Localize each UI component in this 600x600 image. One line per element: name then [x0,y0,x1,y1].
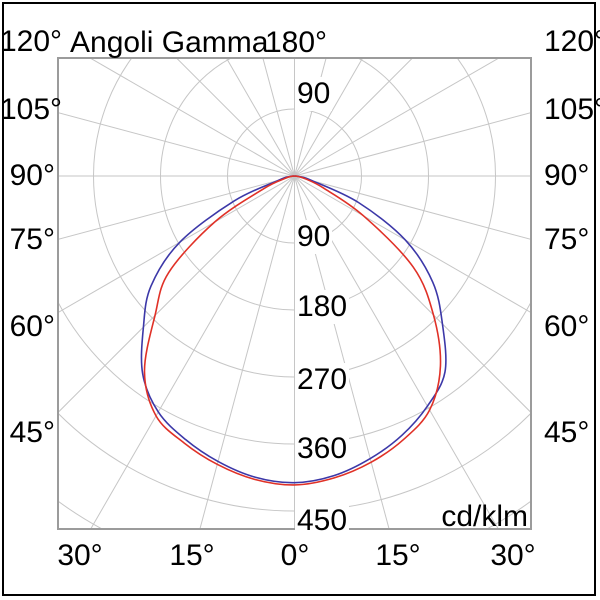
grid-ray [90,175,295,529]
grid-ray [294,175,531,314]
grid-ray [294,112,531,177]
angle-label-right-45: 45° [544,416,590,449]
angle-label-left-90: 90° [9,159,55,192]
grid-ray [262,58,295,177]
grid-ray [294,58,364,177]
grid-ray [294,58,414,177]
curve-red [143,175,442,486]
angle-label-right-60: 60° [544,310,590,343]
radial-label-180: 180 [295,290,350,324]
grid-ray [199,175,295,529]
unit-label: cd/klm [441,500,528,533]
angle-label-right-90: 90° [544,159,590,192]
angle-label-bottom-15L: 15° [169,539,215,572]
angle-label-left-120: 120° [0,25,63,58]
angle-label-left-45: 45° [9,416,55,449]
grid-ray [294,58,500,177]
grid-ray [294,175,531,414]
grid-ray [89,58,295,177]
grid-ray [58,175,295,414]
angle-label-top-180: 180° [264,26,328,59]
angle-label-bottom-30R: 30° [490,539,536,572]
radial-label-270: 270 [295,363,350,397]
angle-label-left-105: 105° [0,93,63,126]
grid-ray [175,58,295,177]
angle-label-right-120: 120° [544,25,600,58]
radial-label-90: 90 [295,220,333,254]
radial-label-90-upper: 90 [295,77,333,111]
angle-label-bottom-15R: 15° [375,539,421,572]
curve-blue [140,175,447,484]
angle-label-bottom-30L: 30° [57,539,103,572]
grid-ray [294,175,531,240]
angle-label-left-60: 60° [9,310,55,343]
angle-label-left-75: 75° [9,223,55,256]
grid-ray [58,112,295,177]
angle-label-bottom-0: 0° [280,539,310,572]
grid-ray [58,175,295,314]
angle-label-right-75: 75° [544,223,590,256]
grid-ray [225,58,295,177]
grid-ray [58,175,295,240]
page-title: Angoli Gamma [70,26,269,59]
angle-label-right-105: 105° [544,93,600,126]
radial-label-450: 450 [295,504,350,538]
plot-border [57,57,532,530]
radial-label-360: 360 [295,432,350,466]
